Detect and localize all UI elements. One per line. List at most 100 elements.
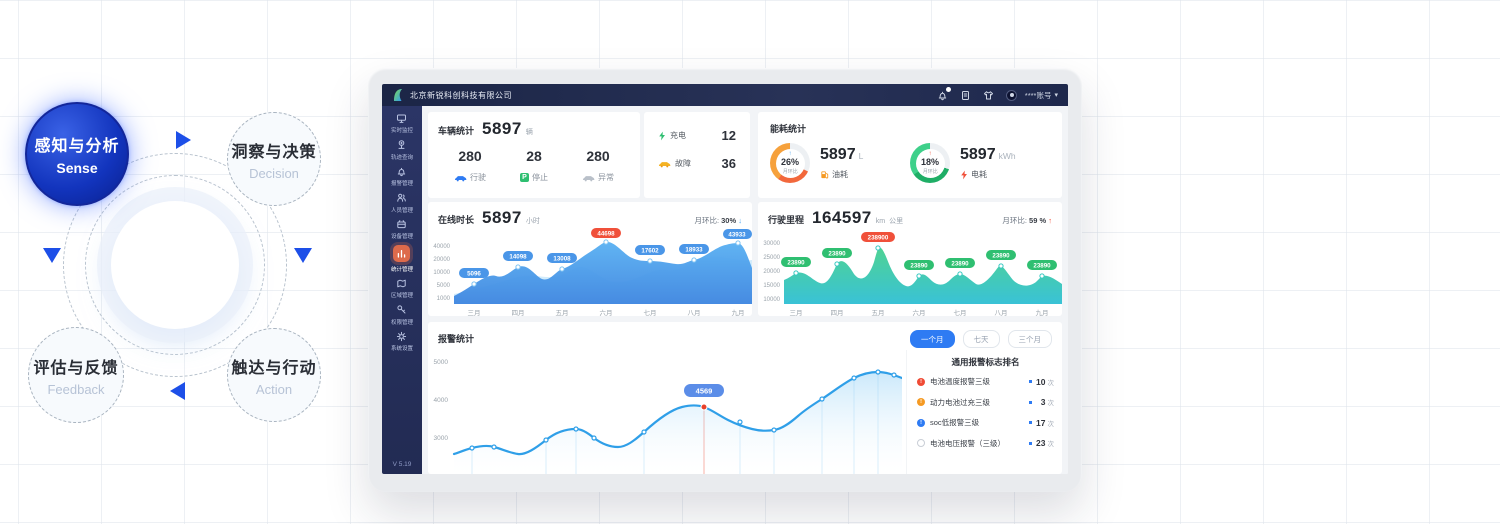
sidebar-item-track-query[interactable]: 轨迹查询	[390, 139, 414, 161]
diagram-node-sense: 感知与分析 Sense	[25, 102, 129, 206]
fuel-donut-ring: ↑ 26% 月环比	[770, 143, 810, 183]
car-icon	[454, 175, 467, 181]
bullet-square	[1028, 421, 1032, 424]
bullet-square	[1028, 400, 1032, 404]
range-button-one-month[interactable]: 一个月	[910, 330, 955, 348]
node-feedback-zh: 评估与反馈	[33, 359, 119, 377]
document-icon[interactable]	[959, 88, 973, 102]
dashboard-main: 车辆统计 5897 辆 280 行驶 28 P 停止 280 异常	[422, 106, 1068, 474]
svg-text:5000: 5000	[434, 359, 449, 366]
monitor-icon	[397, 114, 407, 123]
chevron-down-icon[interactable]: ▾	[1054, 92, 1058, 99]
arrow-left-icon	[170, 382, 185, 400]
sidebar-item-device-management[interactable]: 设备管理	[390, 219, 414, 241]
location-icon	[398, 140, 405, 149]
svg-text:1000: 1000	[437, 296, 451, 302]
fuel-donut-group: ↑ 26% 月环比 5897 L 油耗	[770, 143, 910, 183]
account-name[interactable]: ****账号	[1024, 90, 1052, 100]
vehicle-stat-stopped: 28 P 停止	[502, 148, 566, 183]
diagram-node-feedback: 评估与反馈 Feedback	[28, 327, 124, 423]
diagram-node-decision: 洞察与决策 Decision	[227, 112, 321, 206]
svg-text:20000: 20000	[433, 257, 450, 263]
fault-row: 故障 36	[658, 156, 736, 171]
node-decision-en: Decision	[249, 165, 299, 181]
svg-text:30000: 30000	[763, 241, 780, 247]
svg-text:13008: 13008	[553, 255, 571, 262]
online-area-chart: 40000 20000 10000 5000 1000 5096 14098	[433, 228, 752, 317]
alert-icon: !	[917, 398, 925, 406]
charge-fault-card: 充电 12 故障 36	[644, 112, 750, 198]
online-unit: 小时	[525, 218, 540, 225]
avatar[interactable]	[1005, 88, 1019, 102]
svg-text:八月: 八月	[995, 309, 1008, 317]
diagram-node-action: 触达与行动 Action	[227, 328, 321, 422]
app-version: V 5.19	[392, 461, 412, 468]
svg-text:10000: 10000	[763, 297, 780, 303]
svg-text:5096: 5096	[467, 270, 481, 277]
monitor-frame: 北京新锐科创科技有限公司 ****账号 ▾ 实时监控	[368, 68, 1082, 492]
svg-text:六月: 六月	[913, 308, 926, 317]
svg-text:25000: 25000	[763, 255, 780, 261]
range-button-three-months[interactable]: 三个月	[1007, 330, 1052, 348]
svg-text:九月: 九月	[732, 308, 745, 317]
svg-text:23890: 23890	[1033, 262, 1051, 269]
people-icon	[397, 193, 407, 202]
sidebar-item-region-management[interactable]: 区域管理	[390, 278, 414, 300]
fuel-pump-icon	[821, 171, 829, 179]
node-decision-zh: 洞察与决策	[231, 143, 317, 161]
svg-text:四月: 四月	[831, 309, 844, 317]
ranking-row-soc-low[interactable]: ! soc低报警三级 17 次	[917, 417, 1054, 428]
center-glow-circle	[111, 201, 239, 329]
sidebar-item-alarm-management[interactable]: 报警管理	[390, 166, 414, 188]
sidebar-item-system-settings[interactable]: 系统设置	[390, 331, 414, 353]
svg-text:44698: 44698	[597, 230, 615, 237]
bell-icon	[398, 167, 406, 176]
alarm-chart-area: 5000 4000 3000	[430, 350, 904, 474]
bell-icon[interactable]	[936, 87, 951, 102]
sidebar-item-personnel-management[interactable]: 人员管理	[390, 192, 414, 214]
svg-text:20000: 20000	[763, 269, 780, 275]
online-duration-card: 在线时长 5897 小时 月环比: 30% ↓ 40000 20000 1000…	[428, 202, 752, 317]
ranking-row-battery-temp[interactable]: ! 电池温度报警三级 10 次	[917, 376, 1054, 387]
svg-text:五月: 五月	[556, 309, 569, 317]
vehicle-total: 5897	[482, 119, 522, 138]
outer-dashed-ring	[63, 153, 287, 377]
svg-text:17602: 17602	[641, 247, 659, 254]
ranking-row-overcharge[interactable]: ! 动力电池过充三级 3 次	[917, 397, 1054, 408]
up-arrow-icon: ↑	[788, 150, 792, 157]
range-button-seven-days[interactable]: 七天	[962, 330, 1000, 348]
svg-text:四月: 四月	[512, 309, 525, 317]
vehicle-stats-card: 车辆统计 5897 辆 280 行驶 28 P 停止 280 异常	[428, 112, 640, 198]
svg-text:23890: 23890	[787, 259, 805, 266]
svg-text:14098: 14098	[509, 253, 527, 260]
lightning-icon	[659, 131, 665, 140]
arrow-down-icon	[294, 248, 312, 263]
online-total: 5897	[482, 208, 522, 227]
up-arrow-icon: ↑	[928, 150, 932, 157]
svg-text:43933: 43933	[728, 231, 746, 238]
sidebar-item-realtime-monitor[interactable]: 实时监控	[390, 113, 414, 135]
alert-icon-hollow	[917, 439, 925, 447]
alarm-peak-point	[700, 403, 708, 411]
theme-shirt-icon[interactable]	[982, 88, 996, 102]
ranking-row-battery-voltage[interactable]: 电池电压报警（三级） 23 次	[917, 438, 1054, 449]
svg-text:40000: 40000	[433, 244, 450, 250]
node-sense-en: Sense	[56, 160, 98, 176]
parking-icon: P	[520, 173, 529, 182]
sidebar-item-permission-management[interactable]: 权限管理	[390, 304, 414, 326]
sidebar-item-statistics-management[interactable]: 统计管理	[390, 245, 414, 273]
vehicle-stat-abnormal: 280 异常	[566, 148, 630, 183]
svg-text:23890: 23890	[828, 250, 846, 257]
mileage-unit-km: km	[875, 218, 886, 225]
node-sense-zh: 感知与分析	[34, 138, 120, 155]
mileage-title: 行驶里程	[768, 215, 805, 225]
svg-text:15000: 15000	[763, 283, 780, 289]
svg-text:18933: 18933	[685, 246, 703, 253]
node-feedback-en: Feedback	[47, 381, 105, 397]
alarm-ranking-panel: 通用报警标志排名 ! 电池温度报警三级 10 次 ! 动力电池过充三级 3 次	[906, 350, 1058, 474]
fault-car-icon	[658, 161, 671, 167]
gear-icon	[397, 331, 407, 341]
svg-text:4000: 4000	[434, 397, 449, 404]
app-logo	[394, 89, 402, 101]
sense-cycle-diagram: 感知与分析 Sense 洞察与决策 Decision 评估与反馈 Feedbac…	[0, 0, 370, 524]
